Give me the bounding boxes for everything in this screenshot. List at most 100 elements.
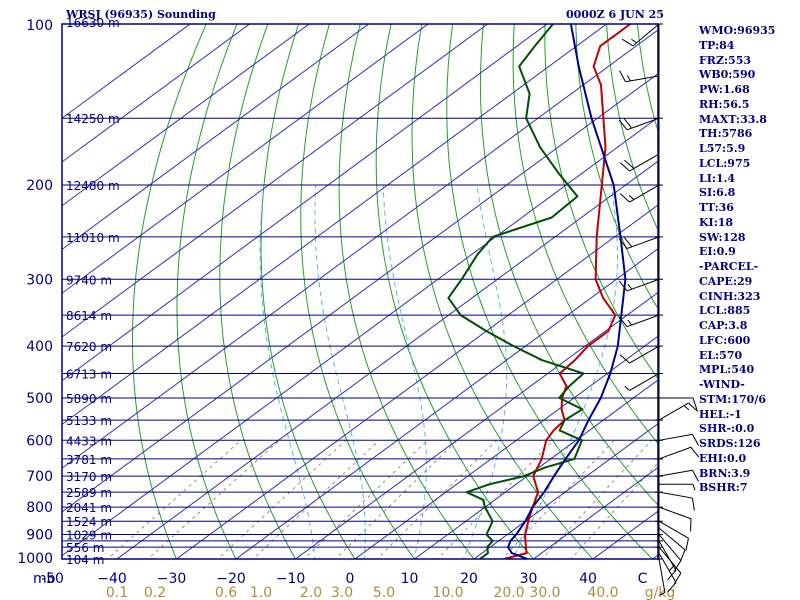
height-label: 104 m [66,553,104,567]
height-label: 8614 m [66,309,112,323]
mixing-ratio-line [501,439,615,559]
mixing-ratio-tick-label: 0.6 [215,585,237,600]
pressure-tick-label: 700 [26,469,53,485]
isotherm-line [354,335,658,559]
wind-barb-flag [685,538,689,551]
wind-barb [621,23,660,47]
index-item: BRN:3.9 [699,466,751,480]
height-label: 4433 m [66,434,112,448]
mixing-ratio-line [541,439,652,559]
pressure-tick-label: 300 [26,272,53,288]
index-item: LI:1.4 [699,171,736,185]
temperature-tick-label: 30 [520,571,538,587]
sounding-profiles [447,24,631,559]
wind-barb-staff [658,469,693,477]
index-item: LCL:975 [699,156,751,170]
pressure-axis: 100 200 300 400 500 600 700 800 900 1000 mb [17,18,55,587]
wind-barb-flag [692,434,699,446]
wind-barb [659,483,696,491]
isotherm-line [62,24,608,426]
wind-barb [658,540,677,581]
mixing-ratio-line [217,439,347,559]
mixing-ratio-tick-label: 3.0 [331,585,353,600]
wind-barb [658,446,700,460]
moist-adiabat-line [382,185,427,559]
mixing-ratio-unit-label: g/kg [645,585,676,600]
wind-barb-staff [632,23,660,47]
pressure-tick-label: 100 [26,18,53,34]
dry-adiabat-line [219,24,297,559]
temperature-tick-label: -50 [41,571,64,587]
pressure-tick-label: 900 [26,528,53,544]
mixing-ratio-lines [106,439,658,559]
index-item: BSHR:7 [699,481,748,495]
wind-barb [658,527,686,562]
wind-barb [658,552,677,593]
index-item: KI:18 [699,215,734,229]
index-item: WMO:96935 [699,24,776,37]
isotherm-line [532,466,658,559]
mixing-ratio-tick-label: 20.0 [493,585,524,600]
isotherm-line [175,204,658,559]
isotherm-line [62,24,251,163]
wind-barb [618,278,660,292]
wind-barb [658,491,695,511]
wind-barb-flag [619,193,630,203]
index-item: MAXT:33.8 [699,112,767,126]
index-item: LCL:885 [699,304,751,318]
pressure-tick-label: 400 [26,339,53,355]
wind-barb-staff [629,184,660,203]
wind-barb-flag [692,469,699,482]
wind-barb-halfflag [626,75,631,82]
dry-adiabat-line [479,24,658,506]
wind-barb [618,236,660,249]
wind-barb-flag [618,119,628,131]
isotherm-line [62,24,548,382]
wind-barb-halfflag [624,385,630,391]
index-item: -PARCEL- [699,260,759,273]
index-item: SW:128 [699,230,746,244]
wind-barb-flag [618,238,628,249]
index-item: SI:6.8 [699,186,736,200]
height-label: 556 m [66,541,104,555]
isotherm-line [473,423,658,559]
temperature-line [503,24,631,559]
index-item: HEL:-1 [699,407,742,421]
wind-barb-flag [619,70,626,82]
mixing-ratio-tick-label: 40.0 [587,585,618,600]
height-label: 2589 m [66,486,112,500]
wind-barb [619,153,660,172]
height-label: 6713 m [66,367,112,381]
mixing-ratio-line [106,439,242,559]
height-label: 5890 m [66,392,112,406]
mixing-ratio-line [376,439,497,559]
wind-barb [658,433,699,446]
wind-barb-staff [658,558,666,593]
wind-barb-flag [688,402,699,412]
wind-barb [658,534,682,572]
wind-barb-flag [690,446,700,458]
isotherm-line [294,291,658,559]
dry-adiabat-line [338,24,475,559]
height-label: 3170 m [66,470,112,484]
temperature-tick-label: 10 [401,571,419,587]
isotherm-line [62,116,658,557]
wind-barb-halfflag [631,38,638,44]
wind-barb-flag [623,117,633,129]
moist-adiabat-line [462,185,508,559]
isotherm-line [235,248,658,559]
mixing-ratio-tick-label: 30.0 [529,585,560,600]
wind-barb-flag [618,280,628,292]
isotherm-line [62,24,310,207]
isotherm-line [62,24,429,294]
dry-adiabat-line [411,24,594,559]
index-item: TH:5786 [699,127,753,141]
wind-barb [618,314,660,328]
mixing-ratio-line [570,462,658,559]
wind-barb-staff [658,491,693,499]
wind-barb-flag [619,354,630,364]
wind-barb-halfflag [659,592,666,596]
height-labels: 16630 m 14250 m 12480 m 11010 m 9740 m 8614 m… [66,16,120,567]
wind-barb-staff [658,534,682,561]
wind-barb-flag [673,572,682,585]
